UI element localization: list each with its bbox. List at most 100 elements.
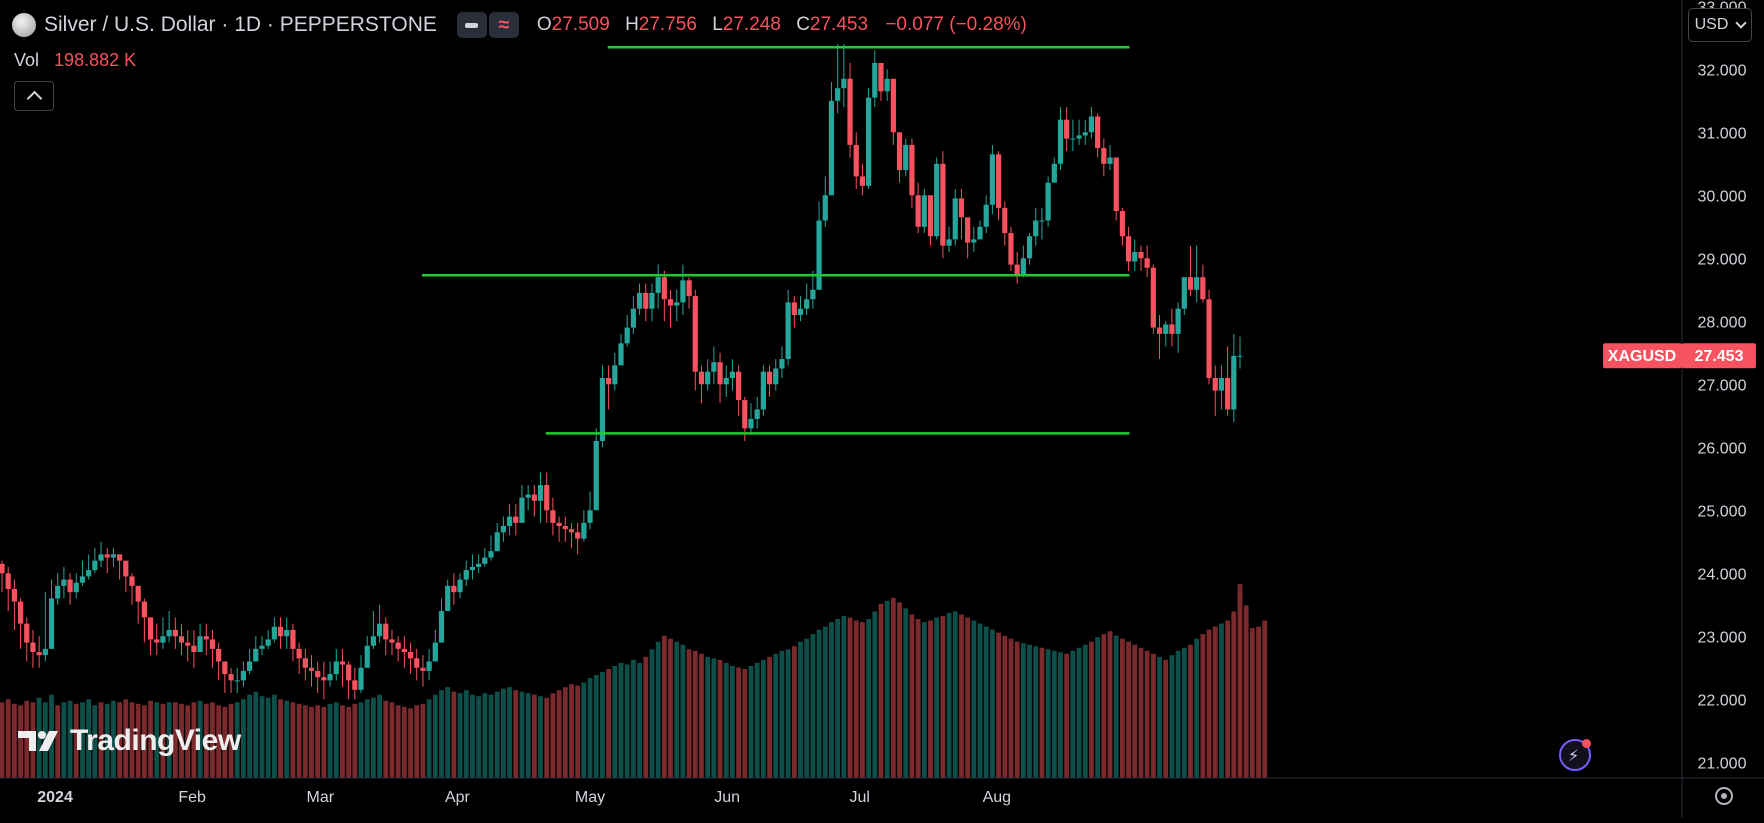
volume-bar <box>1039 647 1045 778</box>
volume-bar <box>538 696 543 778</box>
volume-bar <box>222 706 228 778</box>
symbol-title[interactable]: Silver / U.S. Dollar · 1D · PEPPERSTONE <box>44 13 437 36</box>
volume-bar <box>637 662 642 778</box>
candle <box>55 573 61 605</box>
candle <box>457 573 463 599</box>
low-key: L <box>712 14 723 35</box>
candle <box>958 188 965 240</box>
volume-bar <box>736 667 742 778</box>
candle <box>1175 302 1181 353</box>
volume-bar <box>1231 611 1237 778</box>
currency-selector[interactable]: USD <box>1688 8 1752 42</box>
candle <box>872 50 878 108</box>
price-tick-label: 23.000 <box>1698 629 1747 646</box>
volume-bar <box>668 638 673 778</box>
candle <box>401 636 407 668</box>
candle <box>921 188 927 234</box>
candle <box>253 636 259 662</box>
indicator-wave-icon[interactable]: ≈ <box>488 12 519 38</box>
candle <box>760 365 766 416</box>
volume-bar <box>117 702 123 778</box>
open-key: O <box>536 14 552 35</box>
candle <box>302 648 308 681</box>
volume-bar <box>1089 641 1094 778</box>
settings-icon[interactable] <box>1710 782 1738 810</box>
volume-bar <box>983 626 989 778</box>
candle <box>333 648 339 681</box>
candle <box>117 554 123 580</box>
volume-bar <box>1076 647 1082 778</box>
volume-bar <box>482 693 488 778</box>
candle <box>98 541 104 567</box>
volume-bar <box>1144 650 1150 778</box>
candle <box>940 151 946 259</box>
candle <box>661 270 667 322</box>
volume-bar <box>1119 638 1125 778</box>
candle <box>222 661 228 693</box>
candle <box>1008 226 1014 271</box>
collapse-legend-button[interactable] <box>14 81 54 111</box>
candle <box>234 667 240 693</box>
candle <box>606 365 612 410</box>
volume-bar <box>822 626 828 778</box>
price-change: −0.077 (−0.28%) <box>885 14 1027 35</box>
candle <box>612 352 618 391</box>
candle <box>896 132 903 183</box>
candle <box>643 283 649 322</box>
volume-bar <box>346 706 352 778</box>
candle <box>1218 365 1225 410</box>
volume-bar <box>24 700 30 778</box>
flash-icon[interactable]: ⚡ <box>1559 739 1591 771</box>
volume-bar <box>884 600 890 778</box>
price-axis[interactable]: 21.000 22.000 23.000 24.000 25.000 26.000 27.0… <box>1698 0 1747 772</box>
candle <box>240 661 247 687</box>
ohlc-values: O27.509 H27.756 L27.248 C27.453 −0.077 (… <box>537 14 1027 36</box>
candle <box>667 289 674 328</box>
candle <box>197 623 203 653</box>
volume-bar <box>470 694 475 778</box>
candle <box>1125 226 1132 271</box>
candle <box>166 611 172 643</box>
last-price-tag: XAGUSD 27.453 <box>1603 343 1756 369</box>
volume-bar <box>5 699 11 778</box>
candle <box>674 289 680 322</box>
candle <box>1187 245 1194 297</box>
candle <box>550 497 556 536</box>
volume-bar <box>643 656 649 778</box>
level-lines[interactable] <box>422 45 1130 435</box>
volume-bar <box>878 603 884 778</box>
candle <box>853 132 859 189</box>
candle <box>804 283 810 315</box>
volume-legend: Vol 198.882 K <box>14 50 136 71</box>
time-axis[interactable]: 2024 Feb Mar Apr May Jun Jul Aug <box>37 789 1011 806</box>
candle <box>265 629 271 649</box>
candle <box>717 352 723 404</box>
volume-bar <box>445 687 451 778</box>
price-tick-label: 32.000 <box>1698 62 1747 79</box>
volume-bar <box>1225 620 1231 778</box>
candle <box>556 516 562 542</box>
candle <box>506 503 513 536</box>
volume-bar <box>1212 626 1218 778</box>
candle <box>1051 157 1057 183</box>
candle <box>271 617 277 643</box>
candle <box>24 617 30 662</box>
volume-bar <box>216 705 222 778</box>
candle <box>965 217 971 259</box>
currency-label: USD <box>1694 16 1729 33</box>
candle <box>983 195 989 234</box>
candle <box>277 617 284 649</box>
collapse-minus-icon[interactable] <box>456 12 487 38</box>
candle <box>129 573 135 605</box>
volume-bar <box>500 688 506 778</box>
candle <box>203 623 209 656</box>
candle <box>1237 336 1243 369</box>
candle <box>178 623 185 656</box>
candle <box>1101 138 1107 177</box>
silver-coin-icon <box>12 13 36 37</box>
volume-bar <box>228 703 234 778</box>
tradingview-logo[interactable]: TradingView <box>16 724 241 758</box>
candle <box>729 359 736 391</box>
